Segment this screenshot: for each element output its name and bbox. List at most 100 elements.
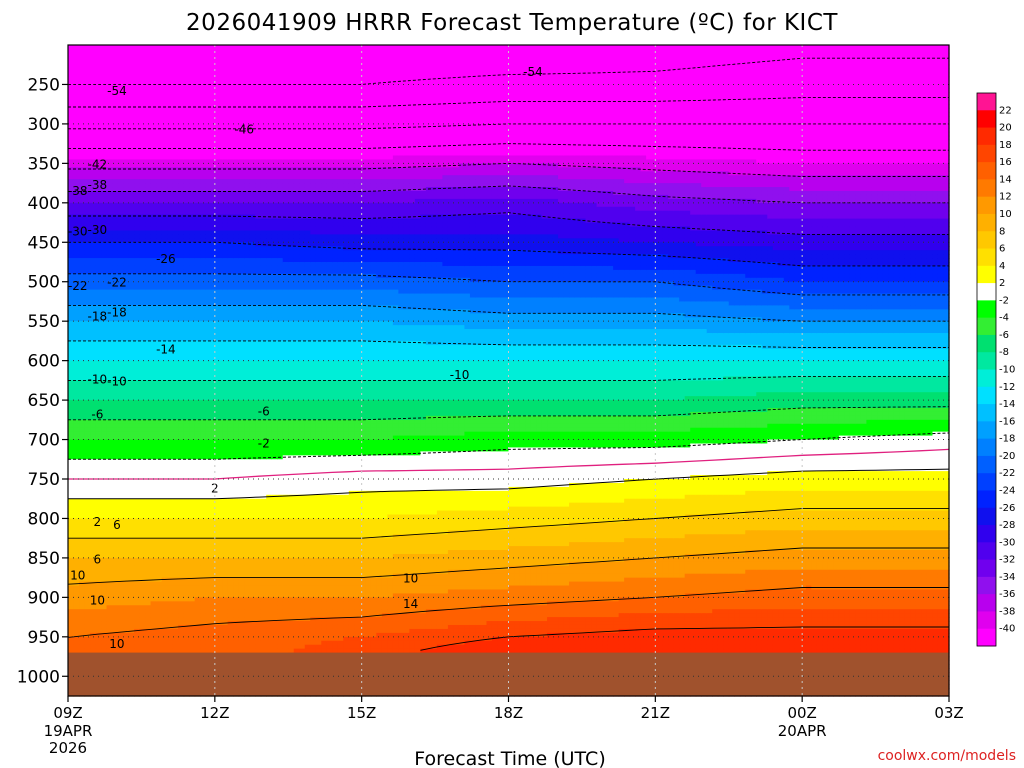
temp-cell xyxy=(85,262,91,267)
temp-cell xyxy=(107,254,113,259)
temp-cell xyxy=(90,570,96,575)
temp-cell xyxy=(68,369,74,374)
temp-cell xyxy=(79,558,85,563)
temp-cell xyxy=(96,440,102,445)
temp-cell xyxy=(74,597,80,602)
temp-cell xyxy=(74,459,80,464)
temp-cell xyxy=(79,447,85,452)
temp-cell xyxy=(68,613,74,618)
temp-cell xyxy=(101,100,107,105)
temp-cell xyxy=(107,400,113,405)
temp-cell xyxy=(74,262,80,267)
temp-cell xyxy=(68,116,74,121)
temp-cell xyxy=(74,203,80,208)
temp-cell xyxy=(85,641,91,646)
temp-cell xyxy=(101,645,107,650)
temp-cell xyxy=(74,558,80,563)
temp-cell xyxy=(90,57,96,62)
temp-cell xyxy=(96,491,102,496)
temp-cell xyxy=(68,309,74,314)
temp-cell xyxy=(96,432,102,437)
temp-cell xyxy=(101,641,107,646)
temp-cell xyxy=(90,487,96,492)
temp-cell xyxy=(101,112,107,117)
temp-cell xyxy=(90,61,96,66)
temp-cell xyxy=(68,108,74,113)
temp-cell xyxy=(79,96,85,101)
temp-cell xyxy=(101,428,107,433)
temp-cell xyxy=(79,601,85,606)
temp-cell xyxy=(74,518,80,523)
temp-cell xyxy=(74,345,80,350)
temp-cell xyxy=(90,530,96,535)
temp-cell xyxy=(68,325,74,330)
temp-cell xyxy=(74,167,80,172)
temp-cell xyxy=(74,179,80,184)
temp-cell xyxy=(101,65,107,70)
temp-cell xyxy=(74,550,80,555)
temp-cell xyxy=(107,436,113,441)
temp-cell xyxy=(74,132,80,137)
temp-cell xyxy=(79,152,85,157)
temp-cell xyxy=(85,341,91,346)
temp-cell xyxy=(90,641,96,646)
temp-cell xyxy=(85,77,91,82)
temp-cell xyxy=(79,274,85,279)
temp-cell xyxy=(90,112,96,117)
temp-cell xyxy=(96,171,102,176)
temp-cell xyxy=(90,250,96,255)
temp-cell xyxy=(74,215,80,220)
temp-cell xyxy=(107,163,113,168)
temp-cell xyxy=(79,443,85,448)
temp-cell xyxy=(74,526,80,531)
temp-cell xyxy=(79,550,85,555)
temp-cell xyxy=(96,250,102,255)
temp-cell xyxy=(96,365,102,370)
temp-cell xyxy=(101,333,107,338)
temp-cell xyxy=(85,61,91,66)
temp-cell xyxy=(68,49,74,54)
temp-cell xyxy=(68,558,74,563)
temp-cell xyxy=(90,294,96,299)
temp-cell xyxy=(79,645,85,650)
temp-cell xyxy=(85,45,91,50)
temp-cell xyxy=(90,349,96,354)
temp-cell xyxy=(96,617,102,622)
temp-cell xyxy=(74,586,80,591)
chart-title: 2026041909 HRRR Forecast Temperature (ºC… xyxy=(186,10,838,36)
temp-cell xyxy=(101,120,107,125)
temp-cell xyxy=(96,483,102,488)
temp-cell xyxy=(68,641,74,646)
temp-cell xyxy=(74,155,80,160)
temp-cell xyxy=(79,159,85,164)
temp-cell xyxy=(74,609,80,614)
temp-cell xyxy=(90,443,96,448)
temp-cell xyxy=(85,428,91,433)
temp-cell xyxy=(101,298,107,303)
temp-cell xyxy=(85,325,91,330)
temp-cell xyxy=(79,258,85,263)
temp-cell xyxy=(79,345,85,350)
temp-cell xyxy=(79,432,85,437)
temp-cell xyxy=(107,341,113,346)
temp-cell xyxy=(90,203,96,208)
temp-cell xyxy=(74,546,80,551)
temp-cell xyxy=(85,254,91,259)
temp-cell xyxy=(101,515,107,520)
temp-cell xyxy=(101,546,107,551)
temp-cell xyxy=(101,254,107,259)
temp-cell xyxy=(79,487,85,492)
temp-cell xyxy=(96,104,102,109)
temp-cell xyxy=(107,349,113,354)
temp-cell xyxy=(96,503,102,508)
temp-cell xyxy=(107,120,113,125)
temp-cell xyxy=(107,294,113,299)
temp-cell xyxy=(85,100,91,105)
temp-cell xyxy=(85,447,91,452)
temp-cell xyxy=(68,45,74,50)
temp-cell xyxy=(101,440,107,445)
temp-cell xyxy=(90,491,96,496)
temp-cell xyxy=(85,203,91,208)
temp-cell xyxy=(101,258,107,263)
temp-cell xyxy=(74,88,80,93)
